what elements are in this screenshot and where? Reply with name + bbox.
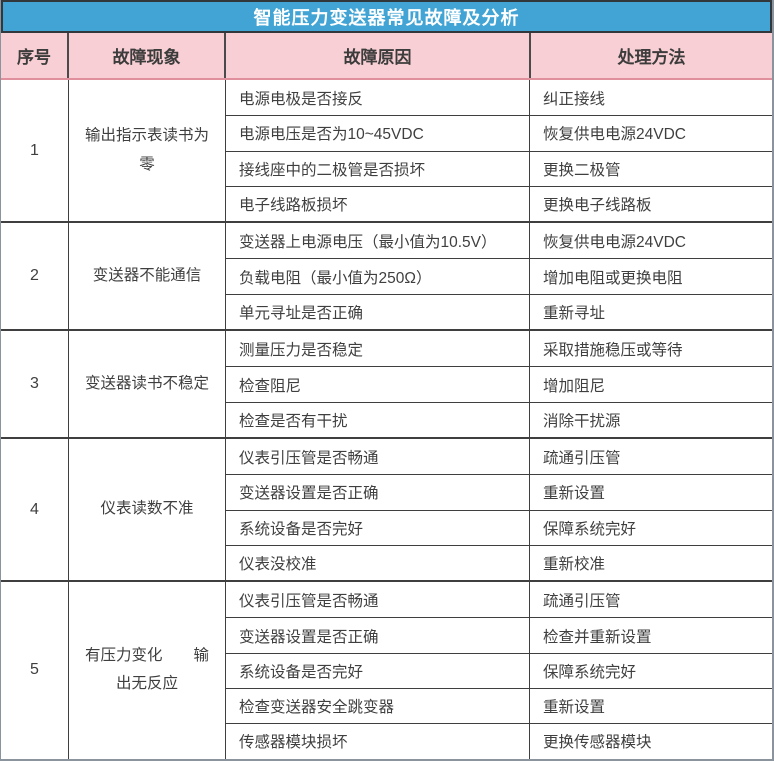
cause-cell: 电子线路板损坏	[226, 186, 530, 222]
fault-group: 2 变送器不能通信 变送器上电源电压（最小值为10.5V） 恢复供电电源24VDC 负载…	[1, 223, 772, 332]
method-cell: 增加电阻或更换电阻	[543, 269, 683, 287]
method-cell: 重新寻址	[543, 304, 606, 322]
serial-cell: 1	[1, 80, 69, 222]
fault-group: 5 有压力变化 输出无反应 仪表引压管是否畅通 疏通引压管 变送器设置是否正确 检查并重新…	[1, 582, 772, 759]
fault-subrows: 测量压力是否稳定 采取措施稳压或等待 检查阻尼 增加阻尼 检查是否有干扰 消除干扰源	[226, 331, 772, 437]
method-cell: 重新设置	[543, 485, 606, 503]
cause-cell: 接线座中的二极管是否损坏	[226, 151, 530, 186]
method-cell: 采取措施稳压或等待	[543, 341, 683, 359]
table-row: 检查阻尼 增加阻尼	[226, 366, 772, 402]
table-row: 系统设备是否完好 保障系统完好	[226, 509, 772, 545]
table-row: 变送器设置是否正确 重新设置	[226, 474, 772, 510]
fault-group: 3 变送器读书不稳定 测量压力是否稳定 采取措施稳压或等待 检查阻尼 增加阻尼 检查是否有干…	[1, 331, 772, 439]
method-cell: 检查并重新设置	[543, 628, 652, 646]
method-cell: 保障系统完好	[543, 663, 637, 681]
cause-cell: 单元寻址是否正确	[226, 294, 530, 330]
table-row: 接线座中的二极管是否损坏 更换二极管	[226, 150, 772, 186]
method-cell: 更换二极管	[543, 161, 621, 179]
fault-group: 4 仪表读数不准 仪表引压管是否畅通 疏通引压管 变送器设置是否正确 重新设置 系统设备是否…	[1, 438, 772, 583]
cause-cell: 仪表引压管是否畅通	[226, 438, 530, 475]
table-row: 变送器设置是否正确 检查并重新设置	[226, 617, 772, 653]
serial-cell: 4	[1, 438, 69, 581]
table-row: 负载电阻（最小值为250Ω） 增加电阻或更换电阻	[226, 258, 772, 294]
table-row: 系统设备是否完好 保障系统完好	[226, 652, 772, 689]
method-cell: 重新校准	[543, 556, 606, 573]
serial-cell: 3	[1, 331, 69, 437]
serial-cell: 5	[1, 582, 69, 759]
table-row: 电源电压是否为10~45VDC 恢复供电电源24VDC	[226, 115, 772, 151]
column-header-cause: 故障原因	[226, 33, 531, 78]
method-cell: 重新设置	[543, 699, 606, 717]
table-row: 电子线路板损坏 更换电子线路板	[226, 185, 772, 222]
serial-cell: 2	[1, 223, 69, 330]
table-row: 电源电极是否接反 纠正接线	[226, 80, 772, 116]
method-cell: 疏通引压管	[543, 592, 621, 610]
method-cell: 增加阻尼	[543, 377, 606, 395]
fault-subrows: 变送器上电源电压（最小值为10.5V） 恢复供电电源24VDC 负载电阻（最小值为2…	[226, 223, 772, 330]
cause-cell: 传感器模块损坏	[226, 724, 530, 759]
method-cell: 纠正接线	[543, 90, 606, 108]
cause-cell: 检查是否有干扰	[226, 402, 530, 437]
phenomenon-cell: 仪表读数不准	[69, 438, 226, 581]
fault-group: 1 输出指示表读书为零 电源电极是否接反 纠正接线 电源电压是否为10~45VDC 恢复供…	[1, 80, 772, 224]
table-row: 检查是否有干扰 消除干扰源	[226, 401, 772, 437]
fault-subrows: 仪表引压管是否畅通 疏通引压管 变送器设置是否正确 重新设置 系统设备是否完好 保障系统完…	[226, 438, 772, 581]
cause-cell: 系统设备是否完好	[226, 510, 530, 545]
cause-cell: 变送器上电源电压（最小值为10.5V）	[226, 223, 530, 259]
cause-cell: 负载电阻（最小值为250Ω）	[226, 259, 530, 294]
cause-cell: 仪表引压管是否畅通	[226, 582, 530, 618]
cause-cell: 变送器设置是否正确	[226, 475, 530, 510]
method-cell: 保障系统完好	[543, 520, 637, 538]
fault-subrows: 仪表引压管是否畅通 疏通引压管 变送器设置是否正确 检查并重新设置 系统设备是否完好 保障…	[226, 582, 772, 759]
method-cell: 消除干扰源	[543, 412, 621, 430]
table-row: 传感器模块损坏 更换传感器模块	[226, 723, 772, 759]
method-cell: 恢复供电电源24VDC	[543, 126, 686, 144]
method-cell: 疏通引压管	[543, 449, 621, 467]
cause-cell: 检查阻尼	[226, 367, 530, 402]
column-header-serial: 序号	[1, 33, 69, 78]
table-row: 测量压力是否稳定 采取措施稳压或等待	[226, 331, 772, 367]
table-row: 检查变送器安全跳变器 重新设置	[226, 688, 772, 724]
column-header-method: 处理方法	[617, 48, 686, 67]
table-row: 变送器上电源电压（最小值为10.5V） 恢复供电电源24VDC	[226, 223, 772, 259]
table-body: 1 输出指示表读书为零 电源电极是否接反 纠正接线 电源电压是否为10~45VDC 恢复供…	[1, 80, 772, 759]
method-cell: 更换电子线路板	[543, 197, 652, 215]
table-title: 智能压力变送器常见故障及分析	[1, 0, 772, 33]
table-header: 序号 故障现象 故障原因 处理方法	[1, 33, 772, 80]
cause-cell: 系统设备是否完好	[226, 653, 530, 689]
table-row: 仪表引压管是否畅通 疏通引压管	[226, 582, 772, 618]
cause-cell: 检查变送器安全跳变器	[226, 689, 530, 724]
cause-cell: 电源电极是否接反	[226, 80, 530, 116]
cause-cell: 仪表没校准	[226, 545, 530, 581]
table-row: 仪表没校准 重新校准	[226, 544, 772, 581]
table-row: 仪表引压管是否畅通 疏通引压管	[226, 438, 772, 475]
cause-cell: 电源电压是否为10~45VDC	[226, 116, 530, 151]
column-header-phenomenon: 故障现象	[69, 33, 226, 78]
fault-subrows: 电源电极是否接反 纠正接线 电源电压是否为10~45VDC 恢复供电电源24VDC 接线…	[226, 80, 772, 222]
phenomenon-cell: 变送器不能通信	[69, 223, 226, 330]
table-row: 单元寻址是否正确 重新寻址	[226, 293, 772, 330]
cause-cell: 测量压力是否稳定	[226, 331, 530, 367]
phenomenon-cell: 有压力变化 输出无反应	[69, 582, 226, 759]
cause-cell: 变送器设置是否正确	[226, 618, 530, 653]
method-cell: 恢复供电电源24VDC	[543, 233, 686, 251]
phenomenon-cell: 变送器读书不稳定	[69, 331, 226, 437]
method-cell: 更换传感器模块	[543, 734, 652, 752]
phenomenon-cell: 输出指示表读书为零	[69, 80, 226, 222]
